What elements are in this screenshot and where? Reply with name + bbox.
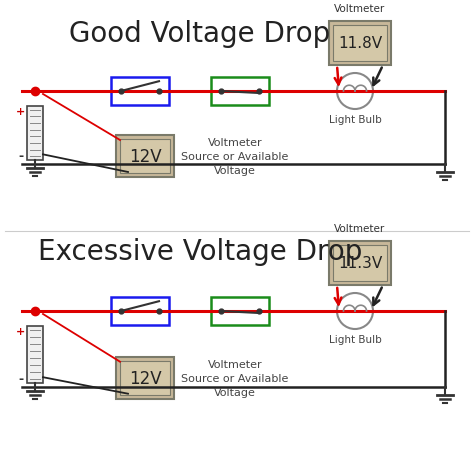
- FancyBboxPatch shape: [120, 140, 170, 174]
- Text: Voltmeter
Source or Available
Voltage: Voltmeter Source or Available Voltage: [182, 359, 289, 397]
- Text: 11.3V: 11.3V: [338, 256, 382, 271]
- Text: -: -: [18, 372, 24, 385]
- Text: 11.8V: 11.8V: [338, 36, 382, 51]
- Text: +: +: [17, 106, 26, 116]
- FancyBboxPatch shape: [27, 326, 43, 383]
- Text: Excessive Voltage Drop: Excessive Voltage Drop: [38, 238, 362, 266]
- Text: Voltmeter
Source or Available
Voltage: Voltmeter Source or Available Voltage: [182, 138, 289, 176]
- FancyBboxPatch shape: [116, 357, 174, 399]
- Text: Good Voltage Drop: Good Voltage Drop: [69, 20, 331, 48]
- Text: 12V: 12V: [128, 369, 161, 387]
- FancyBboxPatch shape: [111, 78, 169, 106]
- Text: Light Bulb: Light Bulb: [328, 115, 382, 125]
- FancyBboxPatch shape: [333, 246, 387, 281]
- FancyBboxPatch shape: [333, 26, 387, 62]
- Text: Voltmeter: Voltmeter: [334, 224, 386, 234]
- Text: -: -: [18, 150, 24, 162]
- Text: 12V: 12V: [128, 148, 161, 166]
- FancyBboxPatch shape: [27, 106, 43, 161]
- FancyBboxPatch shape: [116, 136, 174, 178]
- Text: Light Bulb: Light Bulb: [328, 334, 382, 344]
- FancyBboxPatch shape: [211, 297, 269, 325]
- FancyBboxPatch shape: [120, 361, 170, 395]
- Text: Voltmeter: Voltmeter: [334, 4, 386, 14]
- FancyBboxPatch shape: [211, 78, 269, 106]
- FancyBboxPatch shape: [329, 241, 391, 285]
- Text: +: +: [17, 326, 26, 336]
- FancyBboxPatch shape: [111, 297, 169, 325]
- FancyBboxPatch shape: [329, 22, 391, 66]
